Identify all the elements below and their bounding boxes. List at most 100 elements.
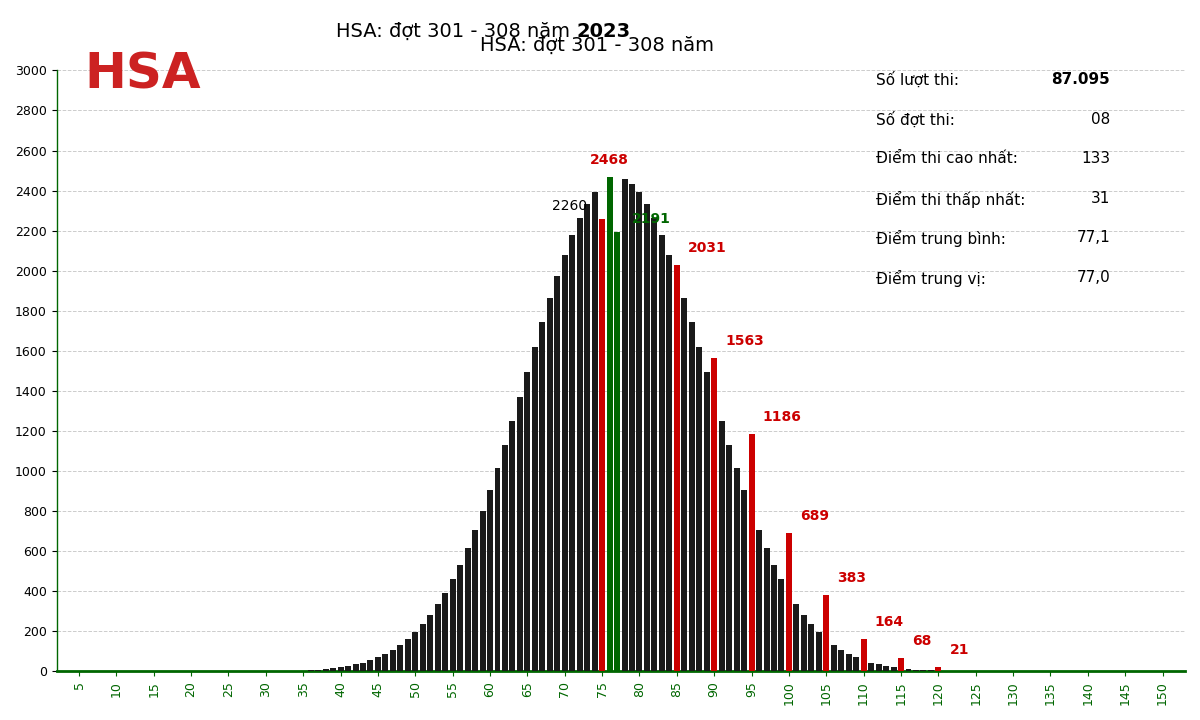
Text: HSA: đợt 301 - 308 năm: HSA: đợt 301 - 308 năm <box>480 36 720 55</box>
Bar <box>307 670 313 672</box>
Bar <box>599 219 605 672</box>
Bar <box>562 254 568 672</box>
Bar <box>404 639 410 672</box>
Bar <box>622 179 628 672</box>
Text: 2468: 2468 <box>590 153 629 167</box>
Text: Điểm thi cao nhất:: Điểm thi cao nhất: <box>876 151 1018 166</box>
Bar <box>450 580 456 672</box>
Bar <box>763 548 769 672</box>
Bar <box>890 667 896 672</box>
Bar <box>936 667 941 672</box>
Bar <box>742 490 748 672</box>
Bar <box>383 654 389 672</box>
Bar <box>674 264 680 672</box>
Bar <box>330 668 336 672</box>
Bar <box>390 649 396 672</box>
Bar <box>346 666 352 672</box>
Bar <box>502 445 508 672</box>
Bar <box>659 235 665 672</box>
Bar <box>480 511 486 672</box>
Bar <box>607 177 612 672</box>
Text: 689: 689 <box>800 509 829 523</box>
Bar <box>772 564 776 672</box>
Text: 2191: 2191 <box>632 212 671 227</box>
Bar <box>547 298 553 672</box>
Bar <box>793 605 799 672</box>
Bar <box>434 605 440 672</box>
Bar <box>696 346 702 672</box>
Bar <box>786 534 792 672</box>
Text: 2031: 2031 <box>688 240 727 254</box>
Bar <box>539 322 545 672</box>
Bar <box>703 372 709 672</box>
Bar <box>577 218 583 672</box>
Bar <box>614 233 620 672</box>
Bar <box>487 490 493 672</box>
Bar <box>733 468 739 672</box>
Bar <box>719 421 725 672</box>
Bar <box>883 666 889 672</box>
Text: HSA: HSA <box>84 50 200 99</box>
Text: 77,1: 77,1 <box>1076 230 1110 246</box>
Text: 77,0: 77,0 <box>1076 270 1110 285</box>
Bar <box>374 657 380 672</box>
Bar <box>749 434 755 672</box>
Bar <box>524 372 530 672</box>
Bar <box>494 468 500 672</box>
Bar <box>928 670 934 672</box>
Bar <box>464 548 470 672</box>
Bar <box>636 192 642 672</box>
Bar <box>420 624 426 672</box>
Bar <box>584 204 590 672</box>
Bar <box>853 657 859 672</box>
Bar <box>898 658 904 672</box>
Bar <box>920 670 926 672</box>
Bar <box>323 669 329 672</box>
Bar <box>860 639 866 672</box>
Text: 383: 383 <box>838 571 866 585</box>
Bar <box>569 235 575 672</box>
Text: Điểm trung bình:: Điểm trung bình: <box>876 230 1006 248</box>
Bar <box>666 254 672 672</box>
Bar <box>360 662 366 672</box>
Bar <box>353 665 359 672</box>
Text: Số lượt thi:: Số lượt thi: <box>876 72 959 89</box>
Bar <box>913 670 919 672</box>
Bar <box>629 184 635 672</box>
Bar <box>337 667 343 672</box>
Bar <box>397 644 403 672</box>
Bar <box>682 298 688 672</box>
Bar <box>413 632 419 672</box>
Bar <box>823 595 829 672</box>
Bar <box>442 593 448 672</box>
Bar <box>457 564 463 672</box>
Text: 21: 21 <box>949 643 970 657</box>
Text: 1186: 1186 <box>763 410 802 424</box>
Bar <box>868 662 874 672</box>
Text: 31: 31 <box>1091 191 1110 206</box>
Bar <box>532 346 538 672</box>
Text: 2260: 2260 <box>552 199 587 212</box>
Bar <box>510 421 516 672</box>
Bar <box>644 204 650 672</box>
Bar <box>756 531 762 672</box>
Bar <box>816 632 822 672</box>
Bar <box>876 665 882 672</box>
Bar <box>554 276 560 672</box>
Bar <box>809 624 815 672</box>
Text: 164: 164 <box>875 615 904 629</box>
Text: 133: 133 <box>1081 151 1110 166</box>
Bar <box>427 615 433 672</box>
Text: 68: 68 <box>912 634 931 648</box>
Bar <box>779 580 785 672</box>
Bar <box>800 615 806 672</box>
Bar <box>316 670 322 672</box>
Bar <box>652 218 658 672</box>
Text: HSA: đợt 301 - 308 năm: HSA: đợt 301 - 308 năm <box>336 22 576 40</box>
Text: Điểm trung vị:: Điểm trung vị: <box>876 270 986 287</box>
Bar <box>830 644 836 672</box>
Text: Số đợt thi:: Số đợt thi: <box>876 112 955 128</box>
Bar <box>712 359 718 672</box>
Text: Điểm thi thấp nhất:: Điểm thi thấp nhất: <box>876 191 1025 208</box>
Bar <box>689 322 695 672</box>
